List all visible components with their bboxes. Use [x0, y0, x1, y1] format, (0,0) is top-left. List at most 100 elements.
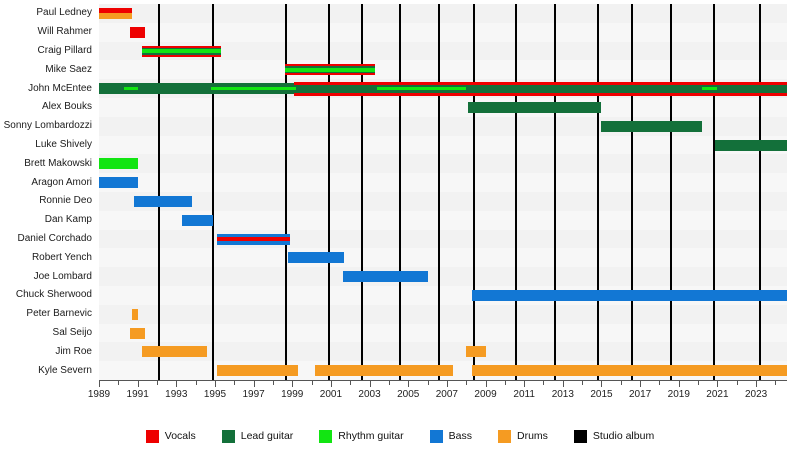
legend-swatch-icon	[319, 429, 333, 443]
legend-item-lead-guitar[interactable]: Lead guitar	[221, 429, 294, 443]
x-tick-major	[562, 380, 564, 387]
studio-album-line	[360, 4, 363, 380]
bar-bass	[288, 252, 345, 264]
chart-legend: Vocals Lead guitar Rhythm guitar Bass Drums S…	[0, 425, 800, 447]
legend-label: Vocals	[164, 430, 196, 442]
studio-album-line	[212, 4, 215, 380]
legend-label: Lead guitar	[240, 430, 294, 442]
row-band	[99, 173, 787, 192]
row-band	[99, 98, 787, 117]
x-tick-minor	[311, 380, 313, 385]
x-tick-minor	[388, 380, 390, 385]
x-tick-label: 1995	[203, 389, 227, 400]
bar-vocals	[294, 81, 787, 96]
x-tick-major	[330, 380, 332, 387]
x-tick-label: 2021	[706, 389, 729, 400]
row-label-mike-saez: Mike Saez	[45, 63, 92, 75]
studio-album-line	[712, 4, 715, 380]
x-tick-minor	[775, 380, 777, 385]
row-band	[99, 4, 787, 23]
x-axis	[99, 380, 787, 388]
bar-bass	[342, 271, 428, 283]
x-tick-minor	[582, 380, 584, 385]
legend-label: Bass	[448, 430, 472, 442]
x-tick-label: 1997	[242, 389, 265, 400]
x-tick-major	[99, 380, 100, 387]
row-band	[99, 267, 787, 286]
legend-swatch-icon	[145, 429, 159, 443]
x-tick-major	[640, 380, 642, 387]
bar-rhythm-guitar	[99, 158, 138, 170]
row-label-dan-kamp: Dan Kamp	[44, 214, 92, 226]
studio-album-line	[438, 4, 441, 380]
bar-drums	[466, 346, 486, 358]
row-band	[99, 41, 787, 61]
x-tick-label: 1993	[165, 389, 188, 400]
bar-rhythm-guitar	[701, 86, 718, 91]
x-tick-major	[176, 380, 178, 387]
bar-rhythm-guitar	[377, 86, 467, 91]
row-label-peter-barnevic: Peter Barnevic	[26, 308, 92, 320]
legend-item-rhythm-guitar[interactable]: Rhythm guitar	[319, 429, 404, 443]
legend-item-bass[interactable]: Bass	[429, 429, 472, 443]
studio-album-line	[631, 4, 634, 380]
legend-item-drums[interactable]: Drums	[497, 429, 548, 443]
x-tick-major	[678, 380, 680, 387]
x-tick-major	[369, 380, 371, 387]
bar-drums	[99, 13, 132, 19]
row-label-john-mcentee: John McEntee	[28, 82, 92, 94]
studio-album-line	[472, 4, 475, 380]
row-label-sonny-lombardozzi: Sonny Lombardozzi	[3, 120, 92, 132]
bar-vocals	[129, 26, 146, 38]
row-band	[99, 192, 787, 211]
x-tick-minor	[427, 380, 429, 385]
bar-rhythm-guitar	[141, 49, 221, 53]
bar-drums	[315, 365, 453, 377]
row-band	[99, 154, 787, 174]
legend-item-vocals[interactable]: Vocals	[145, 429, 196, 443]
legend-swatch-icon	[573, 429, 587, 443]
x-tick-minor	[118, 380, 120, 385]
x-tick-major	[485, 380, 487, 387]
bar-bass	[471, 289, 787, 301]
studio-album-line	[399, 4, 402, 380]
bar-drums	[471, 365, 787, 377]
bar-rhythm-guitar	[124, 86, 138, 91]
studio-album-line	[285, 4, 288, 380]
bar-drums	[216, 365, 299, 377]
x-tick-minor	[156, 380, 158, 385]
x-tick-major	[717, 380, 719, 387]
legend-item-studio-album[interactable]: Studio album	[573, 429, 654, 443]
studio-album-line	[327, 4, 330, 380]
row-label-kyle-severn: Kyle Severn	[38, 364, 92, 376]
x-tick-label: 2005	[397, 389, 420, 400]
row-label-paul-ledney: Paul Ledney	[36, 7, 92, 19]
x-tick-label: 2015	[590, 389, 613, 400]
row-band	[99, 248, 787, 268]
legend-label: Drums	[516, 430, 548, 442]
x-tick-minor	[272, 380, 274, 385]
plot-area	[99, 4, 787, 380]
x-tick-minor	[698, 380, 700, 385]
studio-album-line	[554, 4, 557, 380]
studio-album-line	[670, 4, 673, 380]
bar-rhythm-guitar	[211, 86, 297, 91]
studio-album-line	[758, 4, 761, 380]
studio-album-line	[515, 4, 518, 380]
bar-lead-guitar	[715, 139, 787, 151]
bar-rhythm-guitar	[284, 68, 376, 72]
x-tick-major	[253, 380, 255, 387]
x-tick-label: 2001	[319, 389, 343, 400]
x-tick-label: 2017	[628, 389, 652, 400]
bar-bass	[182, 214, 213, 226]
x-tick-label: 1999	[281, 389, 304, 400]
row-band	[99, 60, 787, 80]
x-tick-label: 2013	[551, 389, 574, 400]
row-label-ronnie-deo: Ronnie Deo	[39, 195, 92, 207]
row-label-aragon-amori: Aragon Amori	[31, 176, 92, 188]
row-label-craig-pillard: Craig Pillard	[37, 45, 92, 56]
x-tick-minor	[466, 380, 468, 385]
row-band	[99, 22, 787, 42]
row-band	[99, 323, 787, 343]
